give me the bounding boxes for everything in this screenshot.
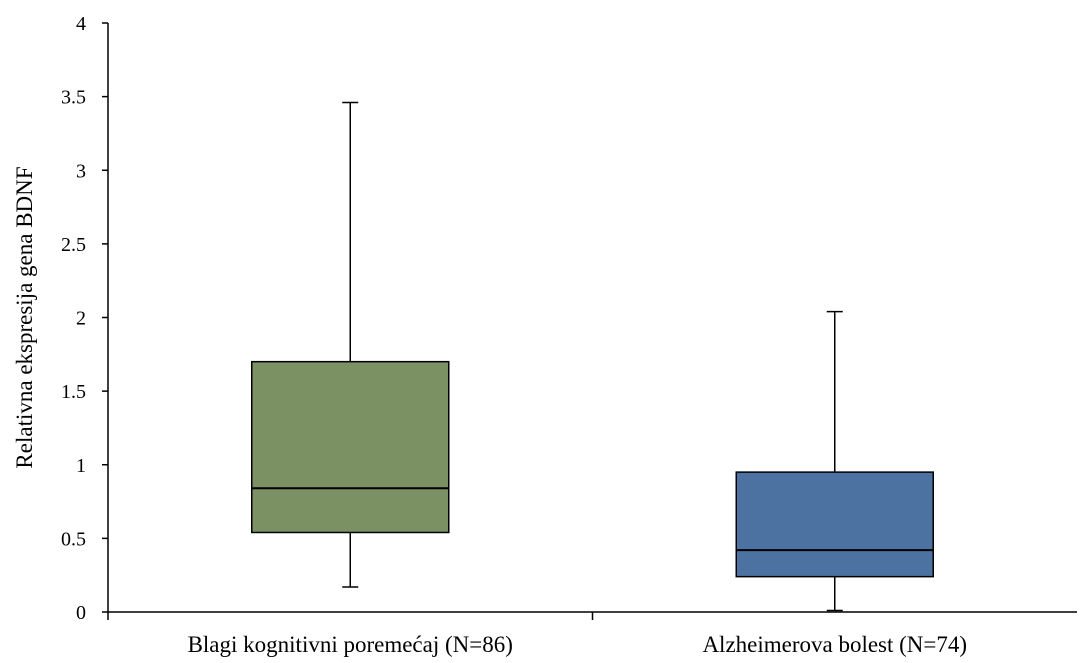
y-tick-label: 3 <box>76 160 86 182</box>
y-tick-label: 0 <box>76 602 86 624</box>
y-tick-label: 2 <box>76 308 86 330</box>
y-axis-ticks: 0 0.5 1 1.5 2 2.5 3 3.5 4 <box>61 13 108 624</box>
y-tick-label: 2.5 <box>61 234 86 256</box>
iqr-box <box>735 471 934 578</box>
y-tick-label: 0.5 <box>61 528 86 550</box>
x-category-label: Alzheimerova bolest (N=74) <box>702 632 967 657</box>
x-category-label: Blagi kognitivni poremećaj (N=86) <box>188 632 513 657</box>
box-series <box>251 101 934 612</box>
y-tick-label: 1.5 <box>61 381 86 403</box>
x-axis-ticks: Blagi kognitivni poremećaj (N=86) Alzheim… <box>107 612 967 657</box>
box-group <box>251 101 450 588</box>
y-tick-label: 4 <box>76 13 86 35</box>
y-axis-title: Relativna ekspresija gena BDNF <box>12 166 37 468</box>
y-tick-label: 1 <box>76 455 86 477</box>
y-tick-label: 3.5 <box>61 87 86 109</box>
iqr-box <box>251 360 450 534</box>
box-group <box>735 310 934 612</box>
